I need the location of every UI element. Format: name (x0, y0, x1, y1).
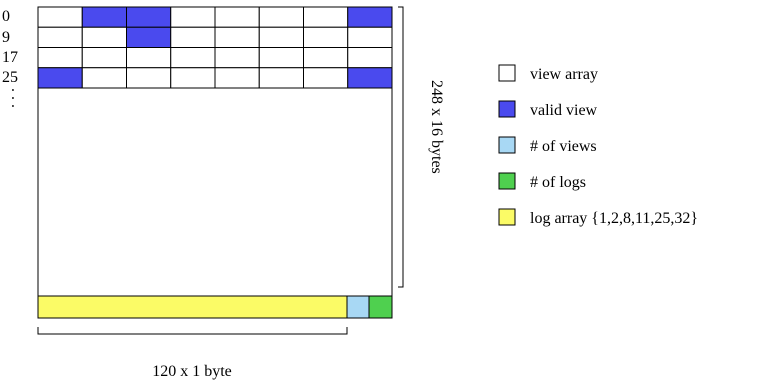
valid-view-cell (126, 6, 172, 28)
row-label-0: 0 (2, 8, 10, 25)
view-array-cell (81, 67, 127, 89)
view-array-cell (214, 6, 260, 28)
view-array-cell (214, 26, 260, 48)
legend-label-valid-view: valid view (530, 102, 598, 119)
view-array-cell (258, 6, 304, 28)
legend-label-num-logs: # of logs (530, 174, 586, 191)
view-array-cell (258, 67, 304, 89)
view-array-cell (170, 6, 216, 28)
view-array-grid (37, 6, 393, 89)
view-array-cell (258, 26, 304, 48)
view-array-cell (303, 6, 349, 28)
view-array-cell (303, 26, 349, 48)
legend-swatch-num-logs (498, 172, 516, 190)
view-array-cell (81, 26, 127, 48)
view-array-cell (37, 47, 83, 69)
valid-view-cell (37, 67, 83, 89)
view-array-cell (347, 26, 393, 48)
valid-view-cell (126, 26, 172, 48)
legend-swatch-valid-view (498, 100, 516, 118)
valid-view-cell (81, 6, 127, 28)
view-array-cell (37, 6, 83, 28)
legend-swatch-log-array (498, 208, 516, 226)
row-label-ellipsis: . . . (8, 88, 25, 108)
row-label-25: 25 (2, 69, 18, 86)
view-array-cell (170, 26, 216, 48)
view-array-cell (170, 67, 216, 89)
view-array-cell (303, 47, 349, 69)
horizontal-dimension-label: 120 x 1 byte (152, 363, 232, 380)
horizontal-dimension-bracket (37, 327, 348, 335)
view-array-cell (37, 26, 83, 48)
view-array-cell (170, 47, 216, 69)
num-views-cell (346, 295, 370, 319)
legend-swatch-num-views (498, 136, 516, 154)
legend-label-num-views: # of views (530, 138, 597, 155)
view-array-cell (347, 47, 393, 69)
num-logs-cell (368, 295, 393, 319)
valid-view-cell (347, 6, 393, 28)
view-array-cell (81, 47, 127, 69)
valid-view-cell (347, 67, 393, 89)
row-label-17: 17 (2, 49, 18, 66)
legend-label-view-array: view array (530, 66, 598, 83)
view-array-cell (214, 67, 260, 89)
view-array-cell (126, 67, 172, 89)
vertical-dimension-label: 248 x 16 bytes (428, 80, 445, 174)
legend-swatch-view-array (498, 64, 516, 82)
view-array-cell (258, 47, 304, 69)
view-array-cell (214, 47, 260, 69)
view-array-cell (126, 47, 172, 69)
log-array-bar (37, 295, 348, 319)
vertical-dimension-bracket (398, 6, 404, 288)
view-array-cell (303, 67, 349, 89)
legend-label-log-array: log array {1,2,8,11,25,32} (530, 210, 698, 227)
row-label-9: 9 (2, 29, 10, 46)
legend: view array valid view # of views # of lo… (498, 64, 698, 227)
